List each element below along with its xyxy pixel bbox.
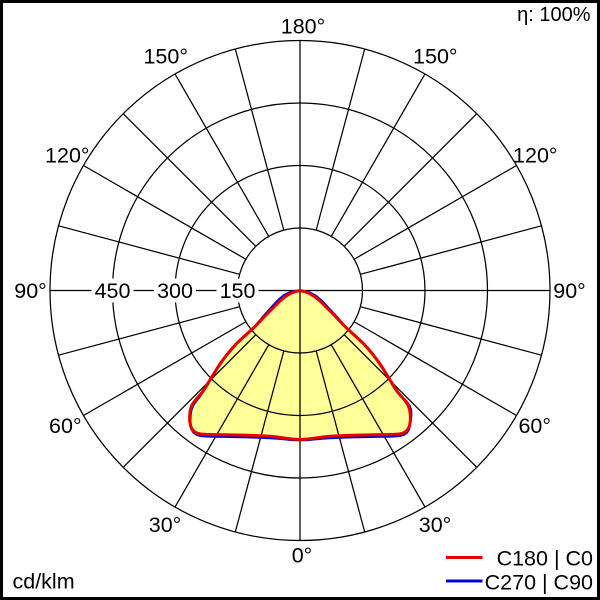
svg-text:450: 450 [95,279,131,303]
svg-text:60°: 60° [49,414,82,438]
svg-text:η: 100%: η: 100% [517,4,591,26]
svg-text:150°: 150° [413,44,457,68]
svg-text:150: 150 [220,279,256,303]
svg-text:C180 | C0: C180 | C0 [497,547,593,571]
svg-text:300: 300 [157,279,193,303]
svg-text:0°: 0° [292,544,313,568]
svg-text:C270 | C90: C270 | C90 [485,571,593,595]
svg-text:30°: 30° [419,513,452,537]
svg-text:60°: 60° [518,414,551,438]
svg-text:90°: 90° [14,279,47,303]
svg-text:150°: 150° [143,44,187,68]
svg-text:cd/klm: cd/klm [13,570,75,594]
svg-text:30°: 30° [149,513,182,537]
svg-text:120°: 120° [45,143,89,167]
svg-text:90°: 90° [553,279,586,303]
svg-text:180°: 180° [281,15,325,39]
svg-text:120°: 120° [513,143,557,167]
